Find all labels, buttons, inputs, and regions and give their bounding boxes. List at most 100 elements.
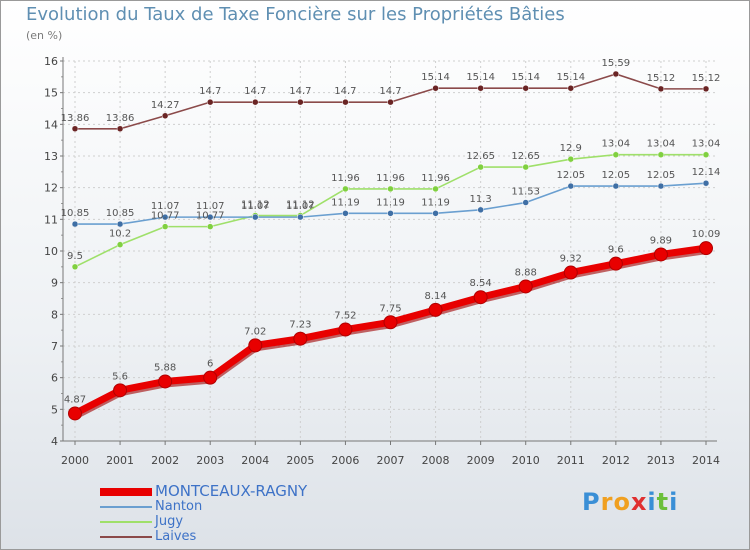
x-tick-label: 2010 bbox=[512, 454, 540, 467]
point-jugy bbox=[567, 155, 575, 163]
data-label-jugy: 11.96 bbox=[331, 173, 360, 184]
legend-label: MONTCEAUX-RAGNY bbox=[155, 482, 308, 500]
x-tick-label: 2012 bbox=[602, 454, 630, 467]
data-label-nanton: 11.07 bbox=[241, 201, 270, 212]
point-montceaux-ragny bbox=[699, 241, 713, 256]
point-laives bbox=[657, 85, 665, 93]
point-montceaux-ragny bbox=[428, 302, 443, 317]
data-label-jugy: 12.9 bbox=[560, 143, 582, 154]
data-label-laives: 15.14 bbox=[556, 72, 585, 83]
x-tick-label: 2001 bbox=[106, 454, 134, 467]
x-tick-label: 2002 bbox=[151, 454, 179, 467]
chart-plot: 4 5 6 7 8 9 10 11 12 13 14 15 16 2000 2001 2002 2003 2004… bbox=[44, 55, 721, 467]
point-jugy bbox=[477, 163, 484, 171]
point-jugy bbox=[387, 185, 394, 193]
point-laives bbox=[71, 125, 79, 133]
point-jugy bbox=[432, 185, 439, 193]
data-label-montceaux-ragny: 7.23 bbox=[289, 320, 311, 331]
x-tick-label: 2008 bbox=[422, 454, 450, 467]
point-laives bbox=[522, 84, 529, 92]
point-nanton bbox=[432, 210, 439, 217]
point-nanton bbox=[612, 182, 620, 190]
y-tick-label: 5 bbox=[51, 403, 58, 416]
data-label-montceaux-ragny: 5.88 bbox=[154, 362, 176, 373]
data-label-nanton: 11.07 bbox=[151, 201, 180, 212]
point-nanton bbox=[116, 220, 124, 228]
chart-title: Evolution du Taux de Taxe Foncière sur l… bbox=[26, 4, 565, 25]
logo-letter: P bbox=[582, 488, 601, 516]
chart-subtitle: (en %) bbox=[26, 29, 63, 42]
data-label-laives: 15.12 bbox=[647, 73, 676, 84]
data-label-montceaux-ragny: 6 bbox=[207, 359, 213, 370]
proxiti-logo: Proxiti bbox=[582, 488, 678, 516]
data-label-montceaux-ragny: 7.75 bbox=[379, 303, 401, 314]
point-montceaux-ragny bbox=[383, 315, 398, 330]
point-laives bbox=[116, 125, 124, 133]
point-nanton bbox=[297, 213, 304, 221]
point-nanton bbox=[702, 179, 710, 187]
data-label-laives: 15.12 bbox=[692, 73, 721, 84]
logo-letter: i bbox=[669, 488, 679, 516]
data-label-nanton: 12.14 bbox=[692, 167, 721, 178]
point-nanton bbox=[477, 206, 484, 214]
point-jugy bbox=[612, 151, 620, 158]
legend-label: Laives bbox=[155, 529, 197, 544]
point-laives bbox=[387, 98, 394, 106]
legend-swatch-montceaux-ragny bbox=[100, 488, 152, 496]
data-label-jugy: 10.77 bbox=[196, 211, 225, 222]
legend-swatch-jugy bbox=[100, 521, 152, 523]
point-laives bbox=[612, 70, 620, 78]
data-label-nanton: 10.85 bbox=[106, 208, 135, 219]
point-nanton bbox=[522, 199, 529, 206]
data-label-nanton: 11.07 bbox=[286, 201, 315, 212]
y-tick-label: 4 bbox=[51, 435, 58, 448]
logo-letter: r bbox=[600, 488, 614, 516]
point-nanton bbox=[252, 213, 259, 221]
data-label-montceaux-ragny: 8.14 bbox=[424, 291, 446, 302]
point-laives bbox=[702, 85, 710, 93]
point-jugy bbox=[116, 241, 124, 248]
point-laives bbox=[477, 84, 484, 92]
y-tick-label: 8 bbox=[51, 308, 58, 321]
point-nanton bbox=[206, 213, 214, 221]
point-montceaux-ragny bbox=[473, 290, 488, 305]
data-label-nanton: 12.05 bbox=[647, 170, 676, 181]
y-tick-label: 16 bbox=[44, 55, 58, 68]
data-label-laives: 14.7 bbox=[244, 86, 266, 97]
point-jugy bbox=[702, 151, 710, 158]
point-montceaux-ragny bbox=[293, 331, 308, 346]
point-nanton bbox=[567, 182, 575, 190]
legend-swatch-laives bbox=[100, 536, 152, 538]
data-label-laives: 14.7 bbox=[334, 86, 356, 97]
data-label-nanton: 11.07 bbox=[196, 201, 225, 212]
data-label-jugy: 10.2 bbox=[109, 229, 131, 240]
data-label-jugy: 11.12 bbox=[286, 200, 315, 211]
x-tick-label: 2006 bbox=[331, 454, 359, 467]
data-label-montceaux-ragny: 5.6 bbox=[112, 371, 128, 382]
point-laives bbox=[297, 98, 304, 106]
logo-letter: t bbox=[656, 488, 670, 516]
point-nanton bbox=[161, 213, 169, 221]
data-label-jugy: 11.96 bbox=[376, 173, 405, 184]
y-tick-label: 14 bbox=[44, 118, 58, 131]
point-montceaux-ragny bbox=[68, 406, 82, 421]
legend-label: Nanton bbox=[155, 499, 203, 514]
data-label-nanton: 11.19 bbox=[376, 197, 405, 208]
data-label-laives: 13.86 bbox=[106, 113, 135, 124]
data-label-nanton: 12.05 bbox=[556, 170, 585, 181]
point-jugy bbox=[206, 223, 214, 230]
logo-letter: i bbox=[647, 488, 657, 516]
point-nanton bbox=[657, 182, 665, 190]
point-montceaux-ragny bbox=[338, 322, 353, 337]
point-montceaux-ragny bbox=[248, 338, 263, 353]
x-tick-label: 2009 bbox=[467, 454, 495, 467]
point-jugy bbox=[342, 185, 349, 193]
point-montceaux-ragny bbox=[113, 383, 128, 398]
logo-letter: x bbox=[630, 488, 648, 516]
data-label-jugy: 11.96 bbox=[421, 173, 450, 184]
point-laives bbox=[342, 98, 349, 106]
data-label-laives: 14.7 bbox=[379, 86, 401, 97]
data-label-laives: 15.14 bbox=[511, 72, 540, 83]
x-tick-label: 2000 bbox=[61, 454, 89, 467]
